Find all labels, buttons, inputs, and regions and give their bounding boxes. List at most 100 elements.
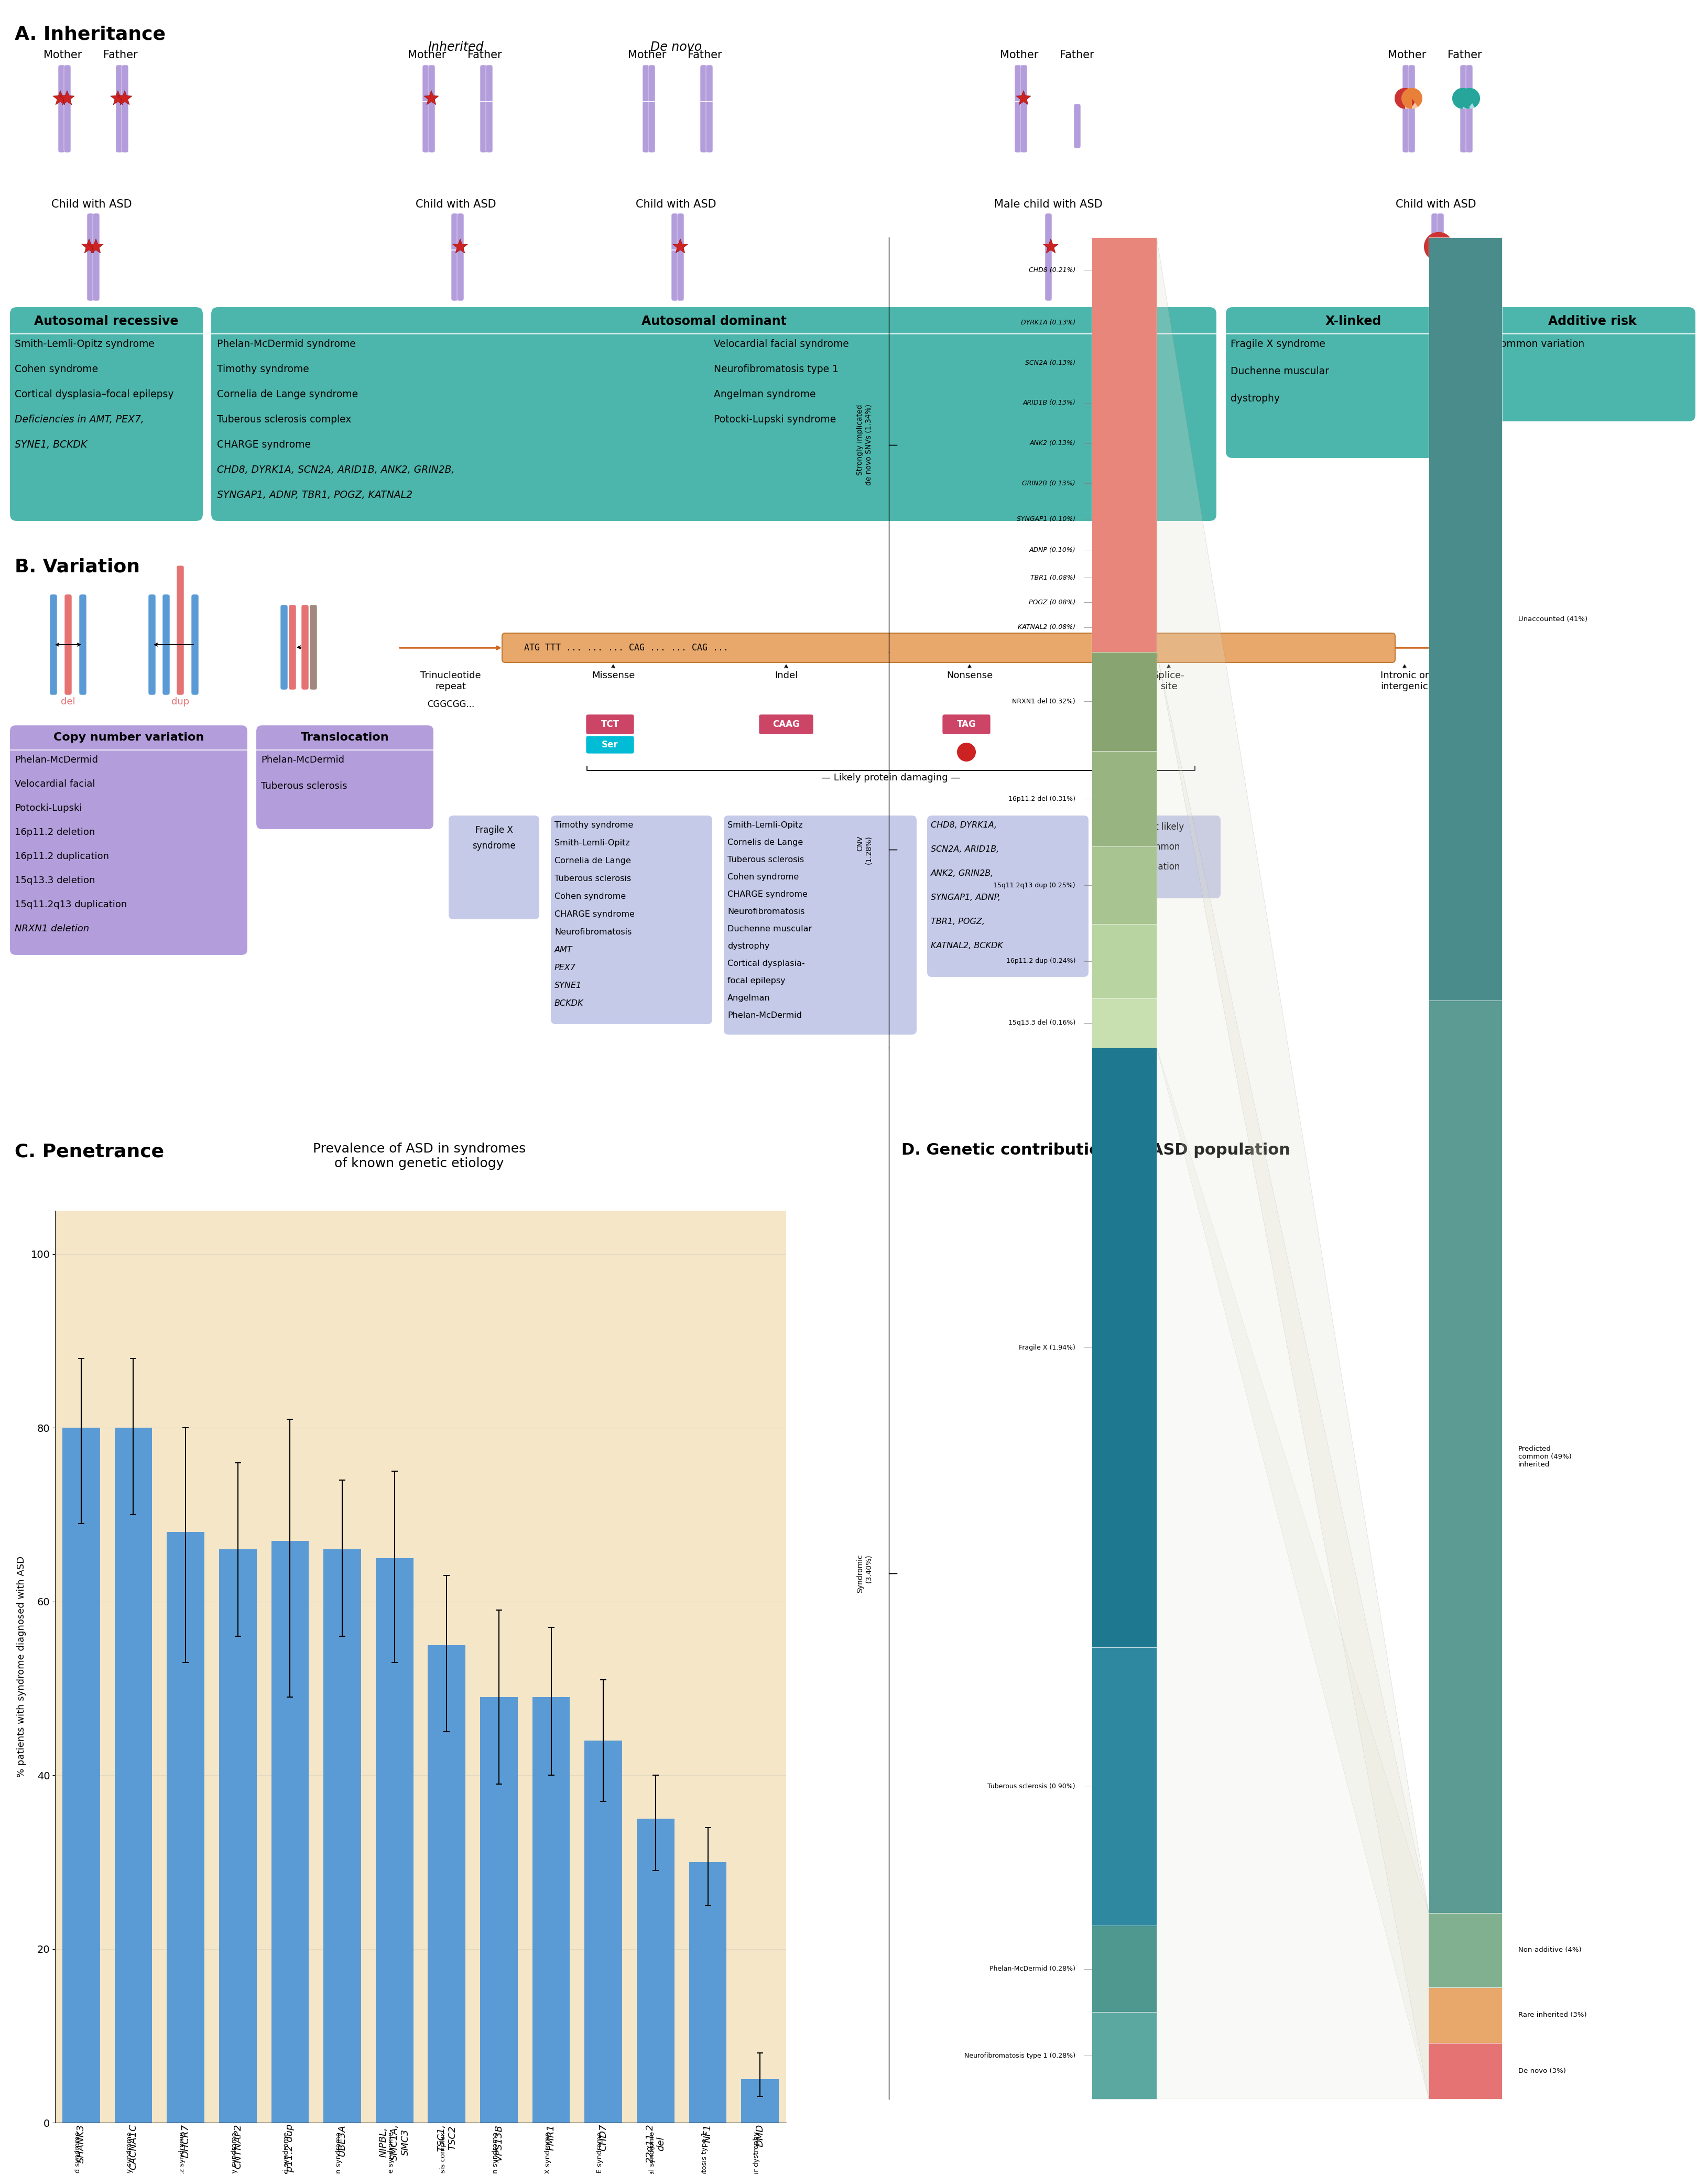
FancyBboxPatch shape (256, 724, 434, 830)
FancyBboxPatch shape (1460, 65, 1467, 152)
Text: Cohen syndrome: Cohen syndrome (555, 894, 625, 900)
Text: Father: Father (468, 50, 502, 61)
Text: Father: Father (688, 50, 722, 61)
FancyBboxPatch shape (1020, 65, 1027, 152)
FancyBboxPatch shape (758, 715, 813, 735)
Text: Tuberous sclerosis (0.90%): Tuberous sclerosis (0.90%) (987, 1783, 1076, 1789)
Text: TBR1, POGZ,: TBR1, POGZ, (931, 917, 986, 926)
Polygon shape (453, 239, 468, 252)
Text: SCN2A, ARID1B,: SCN2A, ARID1B, (931, 846, 999, 852)
Text: Duchenne muscular dystrophy: Duchenne muscular dystrophy (753, 2133, 760, 2174)
Text: Tuberous sclerosis: Tuberous sclerosis (555, 874, 630, 883)
Bar (1430, 1987, 1501, 2044)
Text: Potocki-Lupski syndrome: Potocki-Lupski syndrome (714, 415, 835, 424)
Text: common: common (1143, 841, 1180, 852)
Text: Potocki-Lupski syndrome: Potocki-Lupski syndrome (284, 2133, 290, 2174)
Text: Potocki-Lupski: Potocki-Lupski (15, 804, 82, 813)
Text: Tuberous sclerosis: Tuberous sclerosis (261, 780, 347, 791)
Text: Fragile X syndrome: Fragile X syndrome (1230, 339, 1325, 350)
Text: syndrome: syndrome (473, 841, 516, 850)
Bar (1091, 652, 1156, 750)
Text: Neurofibromatosis: Neurofibromatosis (728, 909, 804, 915)
Text: GRIN2B (0.13%): GRIN2B (0.13%) (1021, 480, 1076, 487)
Polygon shape (53, 91, 68, 104)
Text: Angelman syndrome: Angelman syndrome (335, 2133, 342, 2174)
Text: Unaccounted (41%): Unaccounted (41%) (1518, 615, 1587, 622)
FancyBboxPatch shape (58, 65, 65, 152)
Text: CAAG: CAAG (772, 720, 799, 728)
Wedge shape (1395, 87, 1416, 109)
Text: Splice-
site: Splice- site (1153, 672, 1185, 691)
FancyBboxPatch shape (210, 307, 1216, 522)
Text: 15q11.2q13 dup (0.25%): 15q11.2q13 dup (0.25%) (994, 883, 1076, 889)
Text: Translocation: Translocation (301, 733, 389, 744)
Text: Intronic or
intergenic: Intronic or intergenic (1380, 672, 1430, 691)
Text: NRXN1 del (0.32%): NRXN1 del (0.32%) (1013, 698, 1076, 704)
Text: CHARGE syndrome: CHARGE syndrome (596, 2133, 603, 2174)
Text: Timothy syndrome: Timothy syndrome (555, 822, 634, 828)
Text: dystrophy: dystrophy (728, 941, 770, 950)
Text: CNV
(1.28%): CNV (1.28%) (856, 835, 873, 863)
Text: De novo (3%): De novo (3%) (1518, 2067, 1566, 2074)
Text: Syndromic
(3.40%): Syndromic (3.40%) (856, 1554, 873, 1594)
Text: CHD8, DYRK1A,: CHD8, DYRK1A, (931, 822, 997, 828)
Text: Mother: Mother (629, 50, 666, 61)
Bar (1091, 1048, 1156, 1648)
Text: BCKDK: BCKDK (555, 1000, 584, 1007)
Text: Father: Father (1448, 50, 1483, 61)
Text: Phelan-McDermid: Phelan-McDermid (15, 754, 97, 765)
Polygon shape (111, 91, 125, 104)
FancyBboxPatch shape (586, 735, 634, 754)
Text: ANK2 (0.13%): ANK2 (0.13%) (1030, 439, 1076, 446)
Text: Cornelia de Lange: Cornelia de Lange (555, 857, 630, 865)
Text: De novo: De novo (651, 41, 702, 54)
Text: Trinucleotide
repeat: Trinucleotide repeat (420, 672, 482, 691)
FancyBboxPatch shape (1488, 307, 1696, 422)
Text: Father: Father (1059, 50, 1095, 61)
Text: Strongly implicated
de novo SNVs (1.34%): Strongly implicated de novo SNVs (1.34%) (856, 404, 873, 485)
Text: SYNE1: SYNE1 (555, 983, 582, 989)
Bar (1091, 846, 1156, 924)
FancyBboxPatch shape (458, 213, 465, 300)
Wedge shape (1395, 87, 1416, 109)
Text: 15q13.3 del (0.16%): 15q13.3 del (0.16%) (1008, 1020, 1076, 1026)
FancyBboxPatch shape (550, 815, 712, 1024)
Text: Ser: Ser (601, 739, 618, 750)
FancyBboxPatch shape (149, 594, 155, 696)
FancyBboxPatch shape (191, 594, 198, 696)
Text: Duchenne muscular: Duchenne muscular (1230, 367, 1329, 376)
Polygon shape (1156, 1048, 1430, 2098)
Text: Neurofibromatosis type 1: Neurofibromatosis type 1 (700, 2133, 707, 2174)
Text: Angelman syndrome: Angelman syndrome (714, 389, 816, 400)
Text: — Likely protein damaging —: — Likely protein damaging — (822, 774, 960, 783)
Text: X-linked: X-linked (1325, 315, 1382, 328)
Text: Child with ASD: Child with ASD (415, 200, 497, 209)
Bar (167, 1533, 205, 2122)
Text: Copy number variation: Copy number variation (53, 733, 203, 744)
Wedge shape (1401, 87, 1423, 109)
Polygon shape (118, 91, 132, 104)
Text: Nonsense: Nonsense (946, 672, 992, 680)
Bar (688, 1863, 726, 2122)
FancyBboxPatch shape (480, 65, 487, 152)
Bar (533, 1698, 570, 2122)
Text: ADNP (0.10%): ADNP (0.10%) (1028, 546, 1076, 552)
FancyBboxPatch shape (1100, 815, 1221, 898)
FancyBboxPatch shape (705, 65, 712, 152)
Text: Smith-Lemli-Opitz syndrome: Smith-Lemli-Opitz syndrome (15, 339, 154, 350)
FancyBboxPatch shape (79, 594, 87, 696)
Text: Child with ASD: Child with ASD (51, 200, 132, 209)
Text: POGZ (0.08%): POGZ (0.08%) (1028, 600, 1076, 607)
Text: CHARGE syndrome: CHARGE syndrome (728, 891, 808, 898)
Text: Cortical dysplasia-focal epilepsy syndrome: Cortical dysplasia-focal epilepsy syndro… (231, 2133, 237, 2174)
FancyBboxPatch shape (10, 724, 248, 954)
FancyBboxPatch shape (63, 65, 70, 152)
FancyBboxPatch shape (649, 65, 656, 152)
FancyBboxPatch shape (65, 594, 72, 696)
Text: Timothy syndrome: Timothy syndrome (217, 365, 309, 374)
Bar (376, 1559, 413, 2122)
FancyBboxPatch shape (87, 213, 94, 300)
Bar (61, 1428, 101, 2122)
Text: Autosomal recessive: Autosomal recessive (34, 315, 179, 328)
Polygon shape (1016, 91, 1032, 104)
